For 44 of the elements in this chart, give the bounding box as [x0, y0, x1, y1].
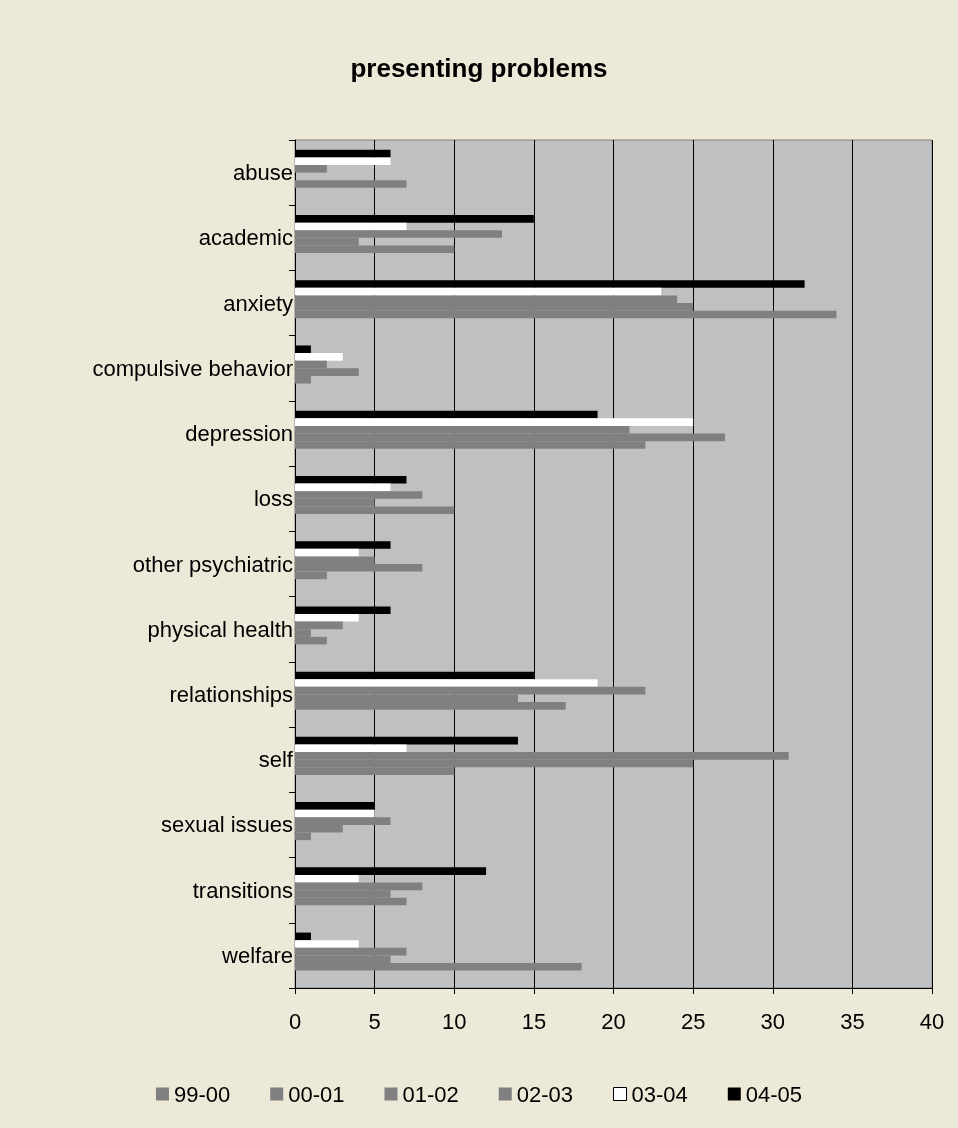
y-tick-label: depression	[185, 421, 293, 447]
y-tick-label: abuse	[233, 160, 293, 186]
x-tick-label: 35	[840, 1008, 865, 1034]
bar	[295, 222, 407, 231]
bar	[295, 874, 359, 883]
x-tick-label: 15	[521, 1008, 547, 1034]
legend-label: 02-03	[516, 1081, 574, 1107]
y-tick-label: welfare	[221, 942, 293, 968]
legend-label: 04-05	[745, 1081, 803, 1107]
y-tick-label: loss	[253, 486, 293, 512]
y-tick-label: transitions	[192, 877, 293, 903]
bar	[295, 418, 694, 426]
x-tick-label: 0	[288, 1008, 302, 1034]
legend-label: 01-02	[402, 1081, 459, 1107]
bar	[295, 679, 598, 687]
y-tick-label: relationships	[169, 681, 293, 707]
y-tick-label: academic	[198, 225, 293, 251]
x-tick-label: 25	[680, 1008, 706, 1034]
bar	[295, 809, 375, 818]
y-tick-label: physical health	[147, 616, 293, 642]
x-tick-label: 10	[442, 1008, 467, 1034]
x-tick-label: 20	[601, 1008, 626, 1034]
bar	[295, 614, 359, 622]
x-tick-label: 40	[919, 1008, 945, 1034]
bar	[295, 483, 391, 492]
bar	[295, 932, 311, 941]
bar	[295, 287, 662, 296]
bar	[295, 345, 311, 354]
x-tick-label: 30	[760, 1008, 785, 1034]
bar	[295, 353, 343, 361]
y-tick-label: anxiety	[223, 290, 293, 316]
x-tick-label: 5	[368, 1008, 381, 1034]
legend-label: 00-01	[288, 1081, 345, 1107]
legend-label: 99-00	[173, 1081, 231, 1107]
bar	[295, 157, 391, 166]
bar	[295, 548, 359, 557]
bar	[295, 940, 359, 948]
legend-label: 03-04	[631, 1081, 688, 1107]
bar	[295, 744, 407, 753]
chart-title: presenting problems	[350, 53, 608, 83]
y-tick-label: sexual issues	[160, 812, 293, 838]
y-tick-label: other psychiatric	[132, 551, 293, 577]
y-tick-label: self	[258, 747, 294, 773]
y-tick-label: compulsive behavior	[92, 355, 293, 381]
